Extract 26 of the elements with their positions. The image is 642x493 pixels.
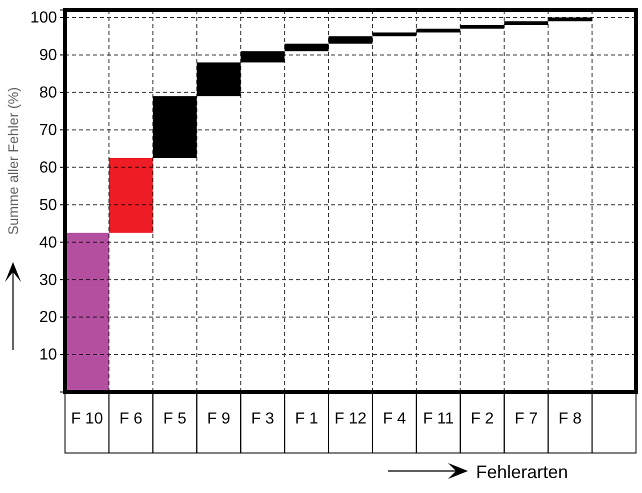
x-tick-label: F 5: [163, 410, 186, 428]
y-axis-title: Summe aller Fehler (%): [5, 87, 21, 235]
bar: [65, 232, 109, 392]
y-tick-label: 60: [39, 159, 58, 176]
x-tick-label: F 6: [119, 410, 143, 428]
y-tick-label: 30: [39, 272, 58, 289]
x-tick-label: F 11: [422, 410, 454, 428]
x-tick-label: F 7: [514, 410, 538, 428]
y-tick-label: 50: [39, 196, 58, 214]
y-tick-label: 20: [39, 309, 58, 326]
y-tick-label: 70: [39, 122, 58, 139]
x-tick-label: F 12: [334, 410, 367, 428]
y-tick-label: 90: [39, 47, 58, 64]
x-tick-label: F 9: [207, 410, 230, 428]
x-tick-label: F 4: [382, 410, 406, 428]
x-tick-label: F 8: [558, 410, 582, 428]
y-tick-label: 80: [39, 84, 58, 102]
y-tick-label: 10: [39, 346, 58, 364]
bar: [108, 158, 153, 233]
x-tick-label: F 1: [295, 410, 318, 428]
y-tick-label: 40: [39, 234, 58, 252]
y-tick-label: 100: [30, 10, 58, 27]
x-axis-title: Fehlerarten: [476, 462, 568, 482]
x-tick-label: F 3: [251, 410, 274, 428]
x-tick-label: F 2: [470, 410, 494, 428]
x-tick-label: F 10: [70, 410, 104, 428]
